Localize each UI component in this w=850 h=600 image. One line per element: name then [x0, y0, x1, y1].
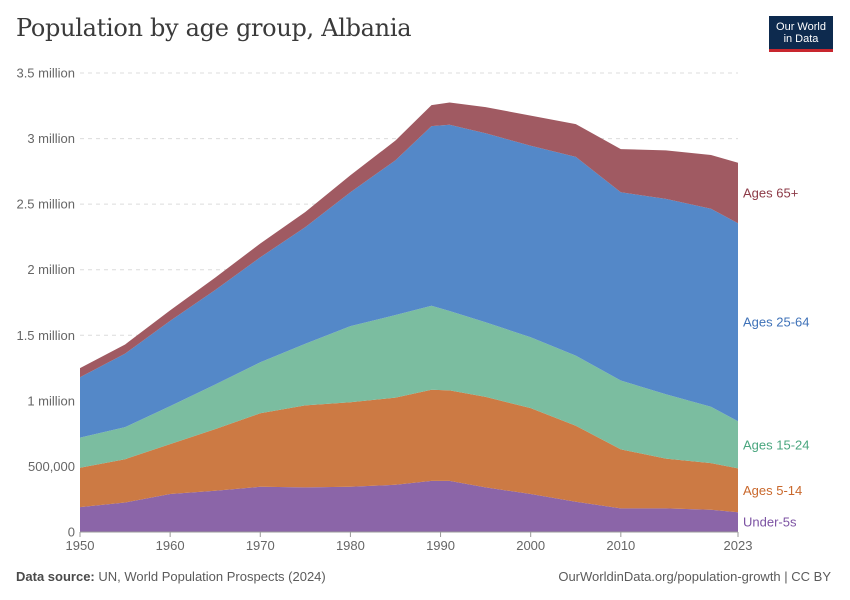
owid-logo[interactable]: Our World in Data [769, 16, 833, 52]
x-tick-label: 1980 [336, 538, 365, 553]
x-tick-label: 1990 [426, 538, 455, 553]
source-url-link[interactable]: OurWorldinData.org/population-growth | C… [558, 569, 831, 584]
y-tick-label: 2.5 million [16, 197, 75, 212]
legend: Ages 65+ Ages 25-64 Ages 15-24 Ages 5-14 Und… [743, 186, 810, 530]
axes: 0 500,000 1 million 1.5 million 2 million 2.5… [16, 66, 752, 554]
chart-title: Population by age group, Albania [16, 14, 412, 42]
y-tick-label: 500,000 [28, 459, 75, 474]
y-tick-label: 3.5 million [16, 66, 75, 81]
data-source-label: Data source: [16, 569, 95, 584]
y-tick-label: 3 million [27, 131, 75, 146]
x-tick-label: 1970 [246, 538, 275, 553]
legend-label-ages-15-24[interactable]: Ages 15-24 [743, 437, 810, 452]
logo-line-2: in Data [783, 33, 819, 45]
x-tick-label: 2010 [606, 538, 635, 553]
y-tick-label: 1 million [27, 393, 75, 408]
legend-label-ages-5-14[interactable]: Ages 5-14 [743, 483, 802, 498]
legend-label-ages-65[interactable]: Ages 65+ [743, 186, 798, 201]
x-tick-label: 2000 [516, 538, 545, 553]
y-tick-label: 0 [68, 525, 75, 540]
stacked-areas [80, 102, 738, 532]
legend-label-under-5s[interactable]: Under-5s [743, 515, 797, 530]
legend-label-ages-25-64[interactable]: Ages 25-64 [743, 315, 810, 330]
data-source-text: UN, World Population Prospects (2024) [98, 569, 326, 584]
data-source: Data source: UN, World Population Prospe… [16, 569, 326, 584]
y-tick-label: 2 million [27, 262, 75, 277]
x-tick-label: 2023 [724, 538, 753, 553]
x-tick-label: 1950 [66, 538, 95, 553]
area-ages-25-64[interactable] [80, 124, 738, 438]
area-under-5s[interactable] [80, 480, 738, 532]
area-ages-15-24[interactable] [80, 305, 738, 469]
area-chart: 0 500,000 1 million 1.5 million 2 million 2.5… [16, 66, 810, 554]
area-ages-5-14[interactable] [80, 389, 738, 513]
x-tick-label: 1960 [156, 538, 185, 553]
y-tick-label: 1.5 million [16, 328, 75, 343]
logo-line-1: Our World [776, 21, 826, 33]
